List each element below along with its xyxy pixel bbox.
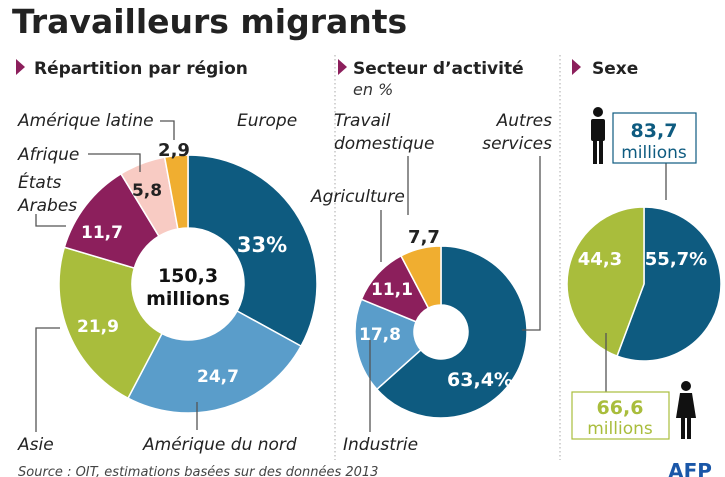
region-header: Répartition par région	[34, 59, 248, 79]
label-amerique-du-nord: Amérique du nord	[142, 435, 297, 455]
women-unit: millions	[587, 419, 653, 439]
man-icon	[591, 107, 605, 164]
men-total-box	[612, 112, 697, 164]
afp-logo: AFP	[668, 459, 712, 477]
source-note: Source : OIT, estimations basées sur des…	[18, 465, 378, 477]
slice-hommes	[616, 206, 722, 362]
region-donut	[58, 154, 318, 414]
slice-travail-domestique	[399, 245, 442, 310]
label-afrique: Afrique	[17, 145, 79, 165]
leader-line	[522, 156, 541, 331]
slice-autres-services	[375, 245, 528, 419]
label-asie: Asie	[17, 435, 54, 455]
label-agriculture: Agriculture	[310, 187, 405, 207]
slice-europe	[187, 154, 318, 348]
sex-pie	[566, 206, 722, 362]
slice-femmes	[566, 206, 645, 358]
value-etats-arabes: 11,7	[81, 223, 123, 243]
value-femmes: 44,3	[578, 249, 622, 270]
value-amerique-latine: 2,9	[158, 140, 190, 161]
slice-amerique-latine	[163, 154, 189, 230]
center-unit: millions	[146, 288, 230, 310]
men-total: 83,7	[631, 120, 678, 142]
page-title: Travailleurs migrants	[12, 2, 407, 41]
value-afrique: 5,8	[132, 181, 162, 201]
label-autres-services: Autres services	[482, 111, 552, 154]
sector-header: Secteur d’activité	[353, 59, 524, 79]
label-etats-arabes: États Arabes	[17, 171, 77, 216]
value-amerique-du-nord: 24,7	[197, 367, 239, 387]
value-agriculture: 11,1	[371, 280, 413, 300]
slice-asie	[58, 246, 163, 400]
men-unit: millions	[621, 143, 687, 163]
label-europe: Europe	[237, 111, 297, 131]
triangle-bullet-icon	[16, 59, 25, 75]
sector-donut	[354, 245, 528, 419]
value-hommes: 55,7%	[645, 249, 707, 270]
value-autres-services: 63,4%	[447, 369, 513, 391]
leader-line	[35, 327, 60, 432]
label-industrie: Industrie	[343, 435, 418, 455]
slice-amerique-du-nord	[126, 309, 303, 414]
label-amerique-latine: Amérique latine	[17, 111, 154, 131]
leader-line	[160, 120, 175, 140]
slice-industrie	[354, 298, 422, 391]
leader-line	[88, 153, 141, 172]
value-asie: 21,9	[77, 317, 119, 337]
center-total: 150,3	[158, 265, 218, 287]
sex-header: Sexe	[592, 59, 638, 79]
label-travail-domestique: Travail domestique	[334, 111, 434, 154]
triangle-bullet-icon	[338, 59, 347, 75]
women-total-box	[571, 391, 670, 440]
value-europe: 33%	[237, 233, 287, 257]
leader-line	[35, 214, 66, 227]
women-total: 66,6	[597, 397, 644, 419]
value-industrie: 17,8	[359, 325, 401, 345]
value-travail-domestique: 7,7	[408, 227, 440, 248]
sector-subtitle: en %	[353, 80, 393, 99]
woman-icon	[676, 381, 696, 439]
triangle-bullet-icon	[572, 59, 581, 75]
